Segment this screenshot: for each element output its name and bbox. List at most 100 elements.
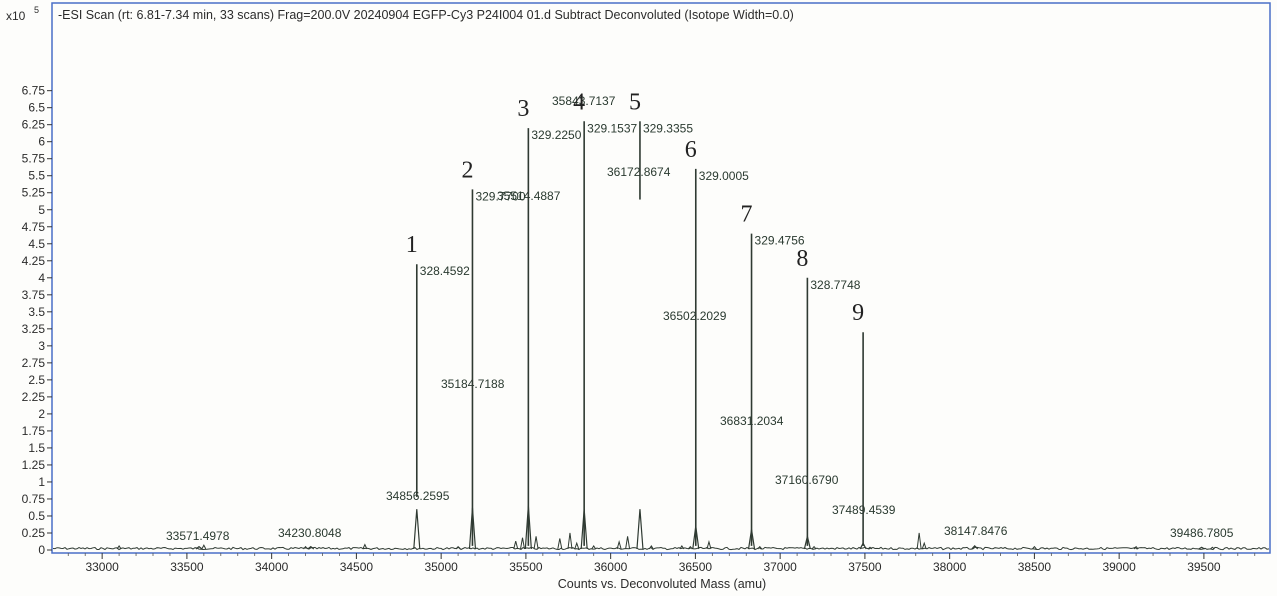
minor-peak <box>811 545 817 550</box>
minor-peak <box>867 546 873 550</box>
minor-peak <box>687 545 693 550</box>
minor-peak <box>455 545 461 550</box>
y-tick-label: 6 <box>38 135 45 149</box>
minor-peak <box>625 536 631 550</box>
y-tick-label: 4.75 <box>22 220 46 234</box>
y-tick-label: 3.25 <box>22 322 46 336</box>
y-tick-label: 0.25 <box>22 526 46 540</box>
minor-peak <box>679 544 685 550</box>
x-tick-label: 35000 <box>424 560 458 574</box>
x-tick-label: 33000 <box>85 560 119 574</box>
y-tick-label: 4.5 <box>28 237 45 251</box>
charge-number: 6 <box>685 137 697 163</box>
minor-peak <box>574 541 580 550</box>
spectrum-baseline <box>52 546 1270 551</box>
x-tick-label: 36000 <box>594 560 628 574</box>
y-tick-label: 0.75 <box>22 492 46 506</box>
y-tick-label: 6.75 <box>22 84 46 98</box>
minor-peak <box>921 541 927 550</box>
x-tick-label: 34000 <box>255 560 289 574</box>
y-tick-label: 5.75 <box>22 152 46 166</box>
x-tick-label: 36500 <box>679 560 713 574</box>
x-axis: 33000 33500 34000 34500 35000 35500 36000 36500… <box>67 553 1256 574</box>
peak-label: 33571.4978 <box>166 529 230 543</box>
charge-value: 329.1537 <box>587 121 637 135</box>
y-axis: 0 0.25 0.5 0.75 1 1.25 1.5 1.75 2 2.25 2.5 2.75 3 3.2… <box>22 84 52 557</box>
minor-peak <box>757 545 763 550</box>
y-tick-label: 0.5 <box>28 509 45 523</box>
y-tick-label: 5.5 <box>28 169 45 183</box>
charge-value: 329.3355 <box>643 121 693 135</box>
y-tick-label: 2 <box>38 407 45 421</box>
peaks: 33571.497834230.804834856.259535184.7188… <box>166 94 1234 550</box>
x-tick-label: 34500 <box>340 560 374 574</box>
y-tick-label: 4 <box>38 271 45 285</box>
x-tick-label: 38500 <box>1018 560 1052 574</box>
y-exponent-label: 5 <box>34 5 39 15</box>
minor-peak <box>533 536 539 550</box>
minor-peak <box>591 544 597 550</box>
peak-label: 35843.7137 <box>552 94 616 108</box>
minor-peak <box>648 544 654 550</box>
minor-peak <box>303 545 308 550</box>
plot-frame <box>51 2 1271 554</box>
y-tick-label: 1.75 <box>22 424 46 438</box>
minor-peak <box>1133 545 1139 550</box>
charge-value: 329.0005 <box>699 169 749 183</box>
charge-number: 7 <box>741 202 753 228</box>
y-tick-label: 2.5 <box>28 373 45 387</box>
charge-state-lines: 1328.45922329.77003329.22504329.15375329… <box>406 89 864 546</box>
y-tick-label: 2.75 <box>22 356 46 370</box>
minor-peak <box>116 544 122 550</box>
minor-peaks <box>116 532 1215 550</box>
peak-label: 34856.2595 <box>386 489 450 503</box>
charge-value: 329.2250 <box>531 128 581 142</box>
chart-title: -ESI Scan (rt: 6.81-7.34 min, 33 scans) … <box>58 8 794 22</box>
x-tick-label: 39000 <box>1102 560 1136 574</box>
charge-number: 8 <box>796 246 808 272</box>
charge-number: 1 <box>406 232 418 258</box>
peak-mark <box>307 545 315 550</box>
charge-value: 329.4756 <box>755 234 805 248</box>
y-tick-label: 3.5 <box>28 305 45 319</box>
y-tick-label: 5 <box>38 203 45 217</box>
y-tick-label: 6.25 <box>22 118 46 132</box>
minor-peak <box>557 538 563 550</box>
charge-number: 5 <box>629 89 641 115</box>
x-axis-label: Counts vs. Deconvoluted Mass (amu) <box>558 577 766 591</box>
minor-peak <box>616 539 622 550</box>
y-tick-label: 0 <box>38 543 45 557</box>
charge-value: 329.7700 <box>475 189 525 203</box>
x-tick-label: 37000 <box>763 560 797 574</box>
charge-value: 328.7748 <box>810 278 860 292</box>
y-tick-label: 3.75 <box>22 288 46 302</box>
peak-mark <box>195 545 203 550</box>
minor-peak <box>201 544 207 550</box>
peak-label: 39486.7805 <box>1170 526 1234 540</box>
minor-peak <box>1210 546 1215 550</box>
minor-peak <box>567 532 573 550</box>
peak-mark <box>971 545 979 550</box>
minor-peak <box>362 543 368 550</box>
x-tick-label: 37500 <box>848 560 882 574</box>
y-tick-label: 1.25 <box>22 458 46 472</box>
x-tick-label: 38000 <box>933 560 967 574</box>
charge-number: 9 <box>852 300 864 326</box>
charge-value: 328.4592 <box>420 264 470 278</box>
peak-label: 36172.8674 <box>607 165 671 179</box>
minor-peak <box>1032 545 1037 550</box>
y-tick-label: 6.5 <box>28 101 45 115</box>
peak-mark <box>413 509 421 550</box>
minor-peak <box>916 532 922 550</box>
y-tick-label: 1 <box>38 475 45 489</box>
peak-label: 36502.2029 <box>663 309 727 323</box>
charge-number: 4 <box>573 89 585 115</box>
charge-number: 3 <box>517 96 529 122</box>
y-tick-label: 5.25 <box>22 186 46 200</box>
peak-label: 34230.8048 <box>278 526 342 540</box>
x-tick-label: 39500 <box>1187 560 1221 574</box>
charge-number: 2 <box>461 157 473 183</box>
minor-peak <box>513 541 519 550</box>
peak-label: 38147.8476 <box>944 524 1008 538</box>
